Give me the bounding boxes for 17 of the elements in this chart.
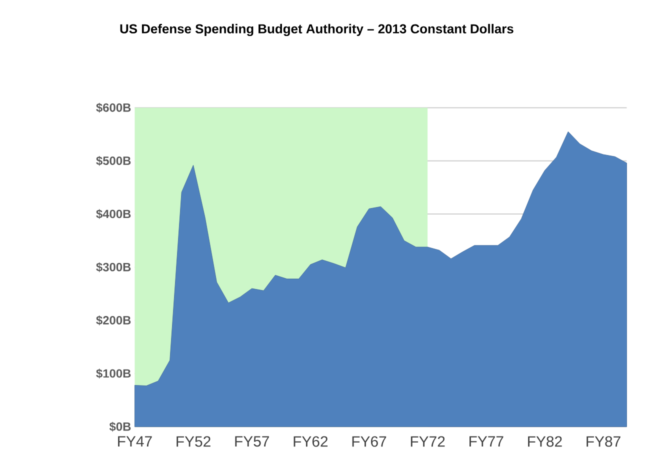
x-tick-label: FY47 [118, 436, 152, 446]
x-tick-label: FY57 [235, 436, 269, 447]
y-tick-label: $600B [96, 102, 131, 113]
x-tick-label: FY87 [586, 436, 620, 447]
x-tick-label: FY67 [352, 436, 386, 447]
x-tick-label: FY77 [470, 436, 504, 446]
x-tick-label: FY72 [410, 436, 445, 447]
y-tick-label: $300B [96, 262, 131, 272]
x-tick-label: FY52 [176, 436, 210, 447]
chart-title: US Defense Spending Budget Authority – 2013 Constant Dollars [120, 24, 514, 36]
y-tick-label: $100B [96, 368, 131, 378]
x-tick-label: FY82 [528, 436, 562, 447]
y-tick-label: $500B [96, 156, 131, 166]
y-tick-label: $400B [96, 209, 131, 219]
x-tick-label: FY62 [294, 436, 328, 447]
y-tick-label: $0B [109, 422, 131, 432]
y-tick-label: $200B [96, 315, 131, 326]
